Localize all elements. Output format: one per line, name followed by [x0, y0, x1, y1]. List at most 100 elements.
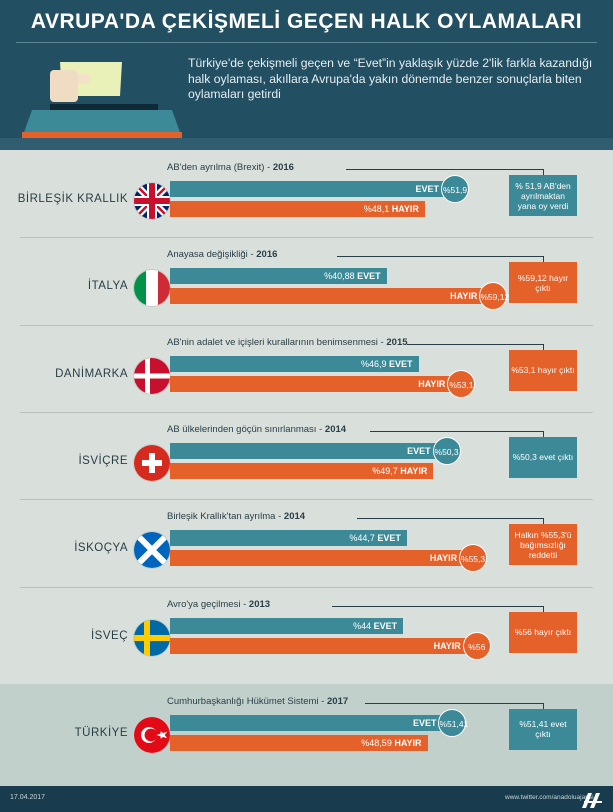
vote-row: Anayasa değişikliği - 2016 İTALYA %40,88 E… [0, 237, 613, 327]
denmark-flag [133, 356, 171, 395]
vote-title: Avro'ya geçilmesi - 2013 [167, 599, 270, 610]
italy-flag [133, 269, 171, 308]
title-divider [16, 42, 597, 43]
evet-word: EVET [374, 533, 401, 544]
vote-separator: - [264, 162, 273, 173]
vote-separator: - [377, 336, 387, 348]
sweden-flag [133, 618, 171, 657]
result-box: % 51,9 AB'den ayrılmaktan yana oy verdi [509, 175, 577, 216]
hayir-bar: %48,59 HAYIR [170, 734, 428, 751]
vote-row: AB'den ayrılma (Brexit) - 2016 BİRLEŞİK K… [0, 154, 613, 240]
hayir-bar: HAYIR [170, 550, 464, 567]
result-box: %56 hayır çıktı [509, 611, 577, 653]
vote-label-text: AB ülkelerinden göçün sınırlanması [167, 423, 317, 435]
scotland-flag [133, 531, 171, 570]
country-name: İTALYA [87, 280, 128, 293]
evet-value-label: %40,88 EVET [324, 268, 381, 284]
vote-year: 2014 [283, 511, 306, 523]
hayir-word: HAYIR [391, 737, 422, 748]
evet-bar: %46,9 EVET [170, 355, 419, 372]
country-name: İSVEÇ [90, 629, 128, 642]
vote-row: AB'nin adalet ve içişleri kurallarının b… [0, 324, 613, 415]
evet-word: EVET [371, 620, 398, 631]
evet-word: EVET [354, 271, 381, 282]
ballot-box-icon [22, 62, 182, 138]
hayir-percent: %48,59 [361, 737, 392, 748]
hayir-percent-circle: %56 [462, 631, 491, 660]
evet-percent: %46,9 [361, 358, 387, 369]
row-divider [20, 411, 593, 413]
evet-bar: %44 EVET [170, 617, 404, 634]
hayir-word: HAYIR [389, 204, 419, 214]
evet-label: EVET [415, 184, 440, 194]
hayir-bar: HAYIR [170, 637, 467, 654]
country-name: DANİMARKA [55, 367, 128, 380]
hayir-label: HAYIR [433, 640, 461, 651]
vote-row: Avro'ya geçilmesi - 2013 İSVEÇ %44 EVET HAY… [0, 586, 613, 677]
anadolu-agency-logo [582, 793, 602, 808]
evet-percent: %40,88 [324, 271, 355, 282]
vote-title: Birleşik Krallık'tan ayrılma - 2014 [167, 511, 305, 522]
hayir-label: HAYIR [450, 291, 478, 302]
hayir-label: HAYIR [418, 378, 446, 389]
vote-title: AB ülkelerinden göçün sınırlanması - 201… [167, 424, 346, 435]
vote-title: Cumhurbaşkanlığı Hükümet Sistemi - 2017 [167, 696, 348, 707]
hayir-bar: %49,7 HAYIR [170, 462, 434, 479]
hayir-percent-circle: %59,12 [479, 282, 509, 311]
vote-label-text: Cumhurbaşkanlığı Hükümet Sistemi [167, 695, 319, 707]
vote-title: AB'nin adalet ve içişleri kurallarının b… [167, 337, 408, 348]
hayir-percent-circle: %55,3 [459, 544, 488, 573]
evet-percent-circle: %51,41 [438, 708, 468, 737]
result-box: Halkın %55,3'ü bağımsızlığı reddetti [509, 524, 577, 566]
result-connector-line [356, 518, 544, 528]
result-box: %53,1 hayır çıktı [509, 349, 577, 391]
footer-date: 17.04.2017 [10, 794, 46, 801]
result-connector-line [365, 702, 544, 712]
result-connector-line [407, 343, 544, 353]
page-title: AVRUPA'DA ÇEKİŞMELİ GEÇEN HALK OYLAMALAR… [30, 10, 583, 33]
evet-word: EVET [386, 358, 413, 369]
hayir-bar: HAYIR [170, 375, 452, 392]
row-divider [20, 499, 593, 501]
evet-label: EVET [412, 717, 437, 728]
vote-separator: - [316, 423, 325, 435]
result-connector-line [369, 430, 544, 440]
vote-year: 2015 [386, 336, 408, 348]
country-name: İSKOÇYA [74, 542, 128, 555]
hayir-value-label: %49,7 HAYIR [372, 463, 427, 479]
vote-year: 2016 [256, 249, 278, 261]
page-subtitle: Türkiye'de çekişmeli geçen ve “Evet”in y… [188, 56, 593, 101]
evet-value-label: %46,9 EVET [361, 356, 413, 372]
vote-label-text: AB'nin adalet ve içişleri kurallarının b… [167, 336, 378, 348]
evet-bar: EVET [170, 714, 443, 731]
vote-title: Anayasa değişikliği - 2016 [167, 249, 277, 260]
evet-percent: %44,7 [349, 533, 375, 544]
footer-url[interactable]: www.twitter.com/anadoluajansi [505, 794, 594, 801]
vote-label-text: Birleşik Krallık'tan ayrılma [167, 511, 276, 523]
result-connector-line [345, 169, 544, 178]
country-name: BİRLEŞİK KRALLIK [17, 193, 128, 205]
vote-label-text: Anayasa değişikliği [167, 249, 248, 261]
row-divider [20, 324, 593, 326]
evet-value-label: %44 EVET [353, 618, 397, 634]
hayir-percent: %48,1 [363, 204, 390, 214]
result-connector-line [336, 256, 544, 266]
vote-year: 2017 [327, 695, 349, 707]
evet-bar: EVET [170, 442, 437, 459]
hayir-percent-circle: %53,1 [447, 369, 476, 398]
evet-bar: %44,7 EVET [170, 530, 407, 547]
evet-value-label: %44,7 EVET [349, 530, 401, 546]
evet-bar: %40,88 EVET [170, 268, 387, 285]
hayir-bar: HAYIR [170, 288, 484, 305]
turkey-flag [133, 715, 171, 754]
hayir-word: HAYIR [397, 465, 428, 476]
hayir-value-label: %48,1 HAYIR [364, 201, 419, 217]
evet-bar: EVET [170, 181, 446, 197]
evet-percent: %44 [353, 620, 372, 631]
result-box: %51,41 evet çıktı [509, 708, 577, 750]
country-name: TÜRKİYE [74, 726, 128, 739]
vote-label-text: AB'den ayrılma (Brexit) [167, 162, 265, 173]
hayir-label: HAYIR [429, 553, 458, 564]
switzerland-flag [133, 443, 171, 482]
vote-year: 2013 [248, 598, 271, 610]
